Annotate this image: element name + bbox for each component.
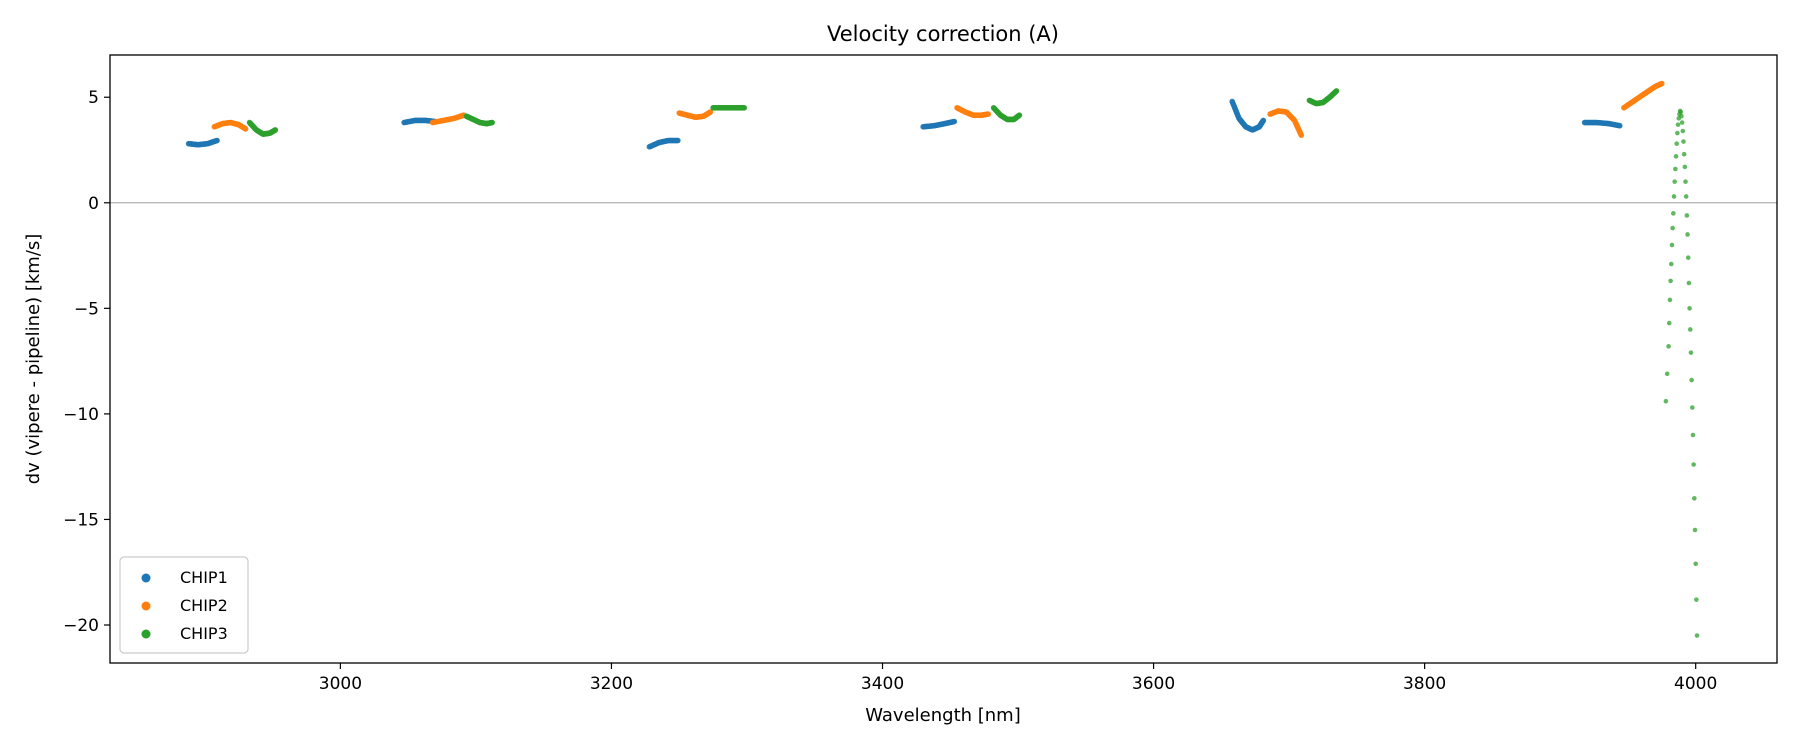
data-point (1672, 179, 1677, 184)
series-chip2 (211, 80, 1665, 139)
data-point (675, 137, 681, 144)
axis-layer: 3000 3200 3400 3600 3800 4000 5 0 −5 −10 −15 −20 (63, 88, 1717, 694)
data-point (1692, 496, 1697, 501)
y-tick-label: 5 (88, 88, 99, 108)
legend-marker (141, 629, 151, 639)
data-point (1690, 432, 1696, 438)
data-point (1689, 377, 1694, 383)
data-point (1671, 194, 1677, 199)
plot-frame (109, 54, 1778, 664)
data-point (1666, 320, 1672, 326)
data-point (1670, 225, 1675, 231)
y-tick-label: −20 (63, 616, 99, 636)
data-point (1683, 179, 1688, 184)
data-point (1681, 139, 1686, 144)
data-point (1016, 112, 1023, 118)
x-tick-label: 4000 (1674, 674, 1717, 694)
y-tick-label: 0 (88, 194, 99, 214)
data-point (1663, 398, 1669, 404)
data-point (1687, 306, 1692, 311)
legend-marker (141, 573, 151, 583)
series-chip3 (246, 88, 1700, 638)
legend-label: CHIP1 (180, 568, 228, 587)
data-point (1691, 462, 1696, 467)
data-point (1673, 154, 1679, 159)
data-point (741, 104, 748, 111)
legend-box (119, 556, 249, 654)
x-tick-label: 3000 (319, 674, 362, 694)
x-tick-label: 3600 (1132, 674, 1175, 694)
legend-label: CHIP2 (180, 596, 228, 615)
y-tick-label: −15 (63, 510, 99, 530)
data-point (1692, 527, 1698, 533)
data-point (1673, 166, 1678, 172)
x-tick-label: 3200 (590, 674, 633, 694)
data-point (1668, 261, 1674, 267)
legend: CHIP1 CHIP2 CHIP3 (119, 556, 249, 654)
data-point (1674, 141, 1680, 146)
series-chip1 (185, 98, 1623, 150)
data-point (214, 137, 220, 144)
data-point (1668, 278, 1673, 284)
data-point (1675, 130, 1680, 136)
data-point (1666, 344, 1671, 349)
data-point (1675, 122, 1681, 127)
y-axis-label: dv (vipere - pipeline) [km/s] (23, 234, 44, 485)
data-point (1686, 280, 1692, 286)
data-point (1687, 327, 1693, 332)
data-point (1683, 194, 1689, 199)
data-point (1669, 242, 1675, 248)
data-point (1694, 597, 1699, 602)
y-tick-label: −10 (63, 405, 99, 425)
data-point (272, 127, 279, 133)
data-point (1693, 561, 1698, 567)
data-point (1659, 80, 1665, 87)
data-point (985, 111, 992, 117)
legend-label: CHIP3 (180, 624, 228, 643)
data-point (1689, 405, 1695, 410)
data-point (1680, 128, 1686, 134)
data-point (1671, 211, 1676, 216)
y-tick-label: −5 (74, 299, 99, 319)
x-axis-label: Wavelength [nm] (865, 705, 1021, 726)
data-point (1333, 88, 1340, 94)
legend-marker (141, 601, 151, 611)
data-point (1298, 132, 1305, 139)
data-point (1682, 164, 1688, 170)
data-point (489, 119, 495, 126)
data-point (1679, 120, 1685, 125)
data-point (1679, 113, 1684, 119)
data-point (1685, 232, 1690, 237)
data-point (1678, 109, 1684, 115)
x-tick-label: 3400 (861, 674, 904, 694)
data-point (951, 118, 958, 125)
plot-layer (110, 80, 1777, 638)
data-point (1694, 633, 1700, 638)
chart-title: Velocity correction (A) (827, 22, 1059, 46)
data-point (1667, 297, 1673, 303)
data-point (1664, 371, 1670, 377)
data-point (242, 126, 249, 132)
data-point (1688, 350, 1694, 355)
data-point (1260, 117, 1267, 124)
data-point (1684, 213, 1690, 218)
data-point (1681, 151, 1687, 157)
data-point (1685, 255, 1691, 260)
data-point (1616, 122, 1623, 129)
x-tick-label: 3800 (1403, 674, 1446, 694)
data-point (707, 109, 714, 115)
